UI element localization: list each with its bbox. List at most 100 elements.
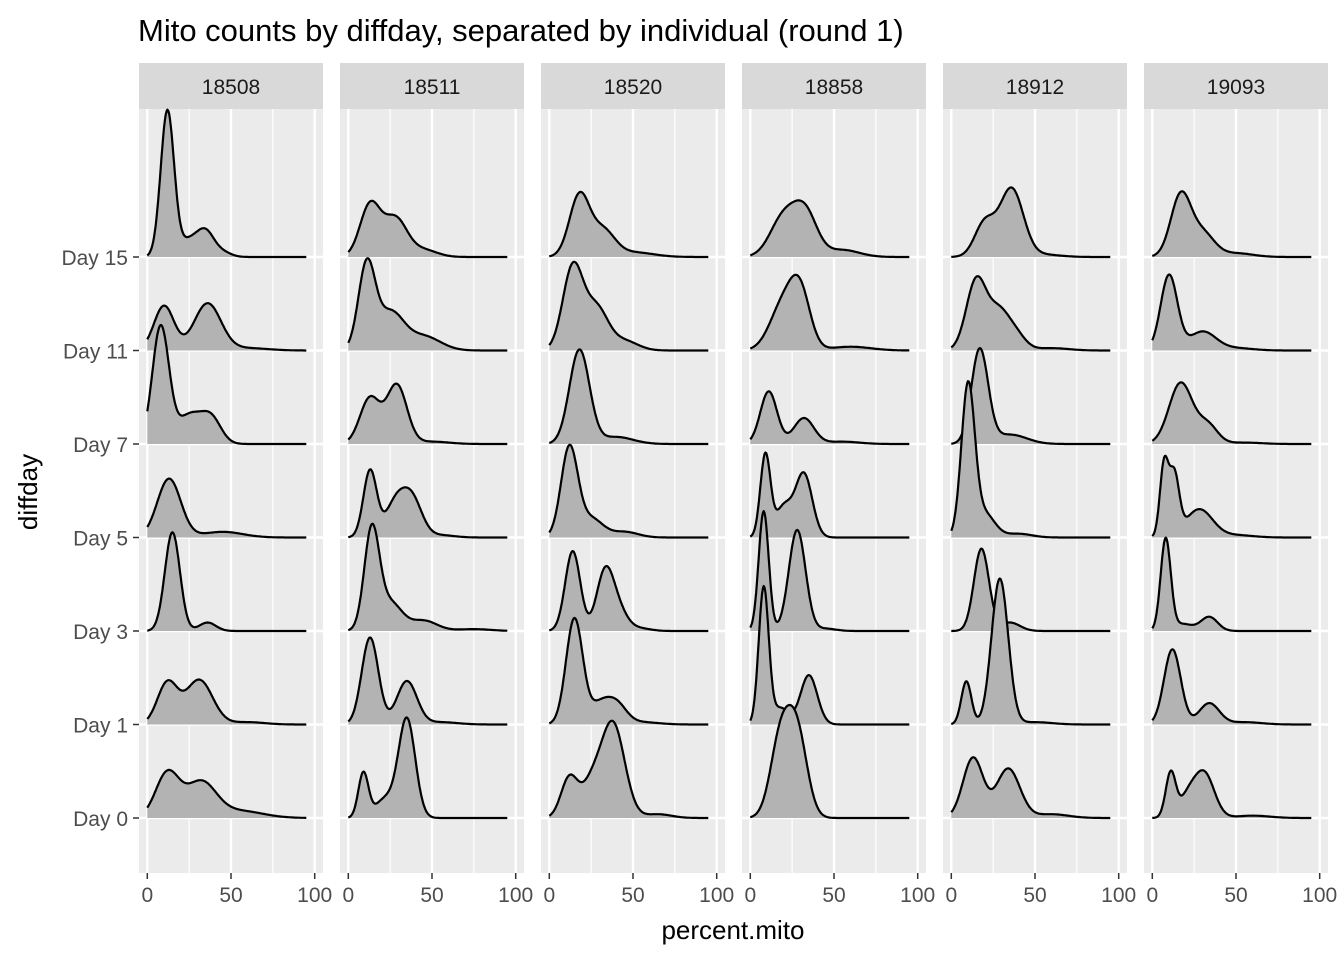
ridge-line xyxy=(749,390,910,446)
ridge-area xyxy=(147,679,307,725)
ridge-line xyxy=(951,547,1111,633)
ridge-18508-day-7 xyxy=(146,323,307,446)
x-tick-label: 100 xyxy=(1302,884,1337,907)
ridge-line xyxy=(950,577,1111,726)
ridge-line xyxy=(347,382,508,446)
ridge-18912-day-7 xyxy=(951,347,1111,446)
y-tick-label: Day 1 xyxy=(73,715,128,738)
x-tick-label: 0 xyxy=(1146,884,1158,907)
ridge-18511-day-1 xyxy=(347,636,508,726)
y-tick-label: Day 11 xyxy=(63,341,128,364)
ridge-18508-day-0 xyxy=(146,768,307,819)
ridge-18511-day-15 xyxy=(347,199,508,259)
ridge-line xyxy=(347,257,508,352)
ridge-line xyxy=(146,108,307,259)
ridge-18858-day-11 xyxy=(749,273,910,352)
facet-panels: 18508 0 50 100 18511 0 50 100 18520 0 50 100 18858 0 5… xyxy=(61,63,1337,907)
ridge-area xyxy=(951,187,1111,257)
facet-strip xyxy=(139,63,323,109)
ridge-area xyxy=(1152,191,1312,257)
ridge-area xyxy=(549,720,709,818)
facet-strip-label: 18858 xyxy=(805,76,863,99)
y-axis-title: diffday xyxy=(13,454,43,530)
facet-panel-18858: 18858 0 50 100 xyxy=(742,63,935,907)
ridge-18858-day-7 xyxy=(749,390,910,446)
ridge-area xyxy=(750,452,910,538)
ridge-line xyxy=(749,273,910,352)
ridge-line xyxy=(548,550,709,633)
ridge-18511-day-5 xyxy=(348,468,508,539)
facet-strip xyxy=(943,63,1127,109)
ridge-18858-day-5 xyxy=(749,451,910,539)
facet-strip xyxy=(742,63,926,109)
facet-strip-label: 18511 xyxy=(404,76,461,99)
facet-panel-18912: 18912 0 50 100 xyxy=(943,63,1136,907)
ridge-line xyxy=(347,522,508,632)
ridge-19093-day-1 xyxy=(1151,648,1312,726)
ridge-line xyxy=(951,186,1111,259)
x-tick-label: 50 xyxy=(621,884,644,907)
ridge-line xyxy=(548,616,709,726)
ridge-18520-day-11 xyxy=(548,260,709,352)
ridge-18511-day-11 xyxy=(347,257,508,352)
facet-panel-18508: 18508 0 50 100 xyxy=(139,63,332,907)
ridge-19093-day-7 xyxy=(1151,381,1312,446)
ridge-line xyxy=(1151,536,1312,633)
ridge-line xyxy=(347,199,508,259)
ridge-area xyxy=(750,705,910,818)
ridge-area xyxy=(147,532,307,631)
ridge-area xyxy=(1152,455,1312,538)
ridge-line xyxy=(750,703,910,820)
ridge-area xyxy=(549,191,709,257)
ridge-18520-day-1 xyxy=(548,616,709,726)
ridge-18508-day-3 xyxy=(147,531,307,633)
ridge-line xyxy=(347,636,508,726)
facet-panel-18511: 18511 0 50 100 xyxy=(340,63,533,907)
ridge-18520-day-5 xyxy=(548,443,709,539)
ridge-area xyxy=(549,617,709,725)
ridge-line xyxy=(348,468,508,539)
y-tick-label: Day 15 xyxy=(61,247,128,270)
facet-strip xyxy=(1144,63,1328,109)
x-tick-label: 50 xyxy=(1224,884,1247,907)
ridge-line xyxy=(749,451,910,539)
ridge-18912-day-15 xyxy=(951,186,1111,259)
ridge-18858-day-3 xyxy=(749,510,910,633)
ridge-line xyxy=(1151,648,1312,726)
x-tick-label: 50 xyxy=(822,884,845,907)
x-tick-label: 100 xyxy=(1101,884,1136,907)
ridge-line xyxy=(950,756,1111,820)
x-tick-label: 0 xyxy=(342,884,354,907)
ridge-area xyxy=(1152,649,1312,725)
chart-title: Mito counts by diffday, separated by ind… xyxy=(138,13,904,48)
ridge-area xyxy=(549,261,709,351)
ridge-area xyxy=(147,303,307,351)
ridge-area xyxy=(750,274,910,351)
ridge-line xyxy=(1151,273,1312,352)
y-tick-label: Day 0 xyxy=(73,808,128,831)
facet-strip-label: 18520 xyxy=(604,76,662,99)
ridge-area xyxy=(951,381,1111,538)
ridge-line xyxy=(146,768,307,819)
ridge-line xyxy=(950,275,1111,352)
ridge-area xyxy=(348,383,508,444)
ridge-area xyxy=(750,200,910,257)
x-axis-title: percent.mito xyxy=(661,915,804,945)
ridge-18520-day-7 xyxy=(548,348,709,446)
ridge-19093-day-5 xyxy=(1151,454,1312,539)
ridge-area xyxy=(951,276,1111,351)
ridge-18912-day-3 xyxy=(951,547,1111,633)
ridge-18858-day-0 xyxy=(750,703,910,820)
ridge-area xyxy=(348,258,508,351)
ridge-area xyxy=(951,578,1111,725)
x-tick-label: 100 xyxy=(699,884,734,907)
ridge-line xyxy=(950,380,1111,539)
facet-strip-label: 19093 xyxy=(1207,76,1265,99)
y-tick-label: Day 3 xyxy=(73,621,128,644)
ridge-19093-day-11 xyxy=(1151,273,1312,352)
facet-strip xyxy=(340,63,524,109)
ridge-18912-day-0 xyxy=(950,756,1111,820)
facet-panel-18520: 18520 0 50 100 xyxy=(541,63,734,907)
ridge-18511-day-0 xyxy=(347,716,508,820)
